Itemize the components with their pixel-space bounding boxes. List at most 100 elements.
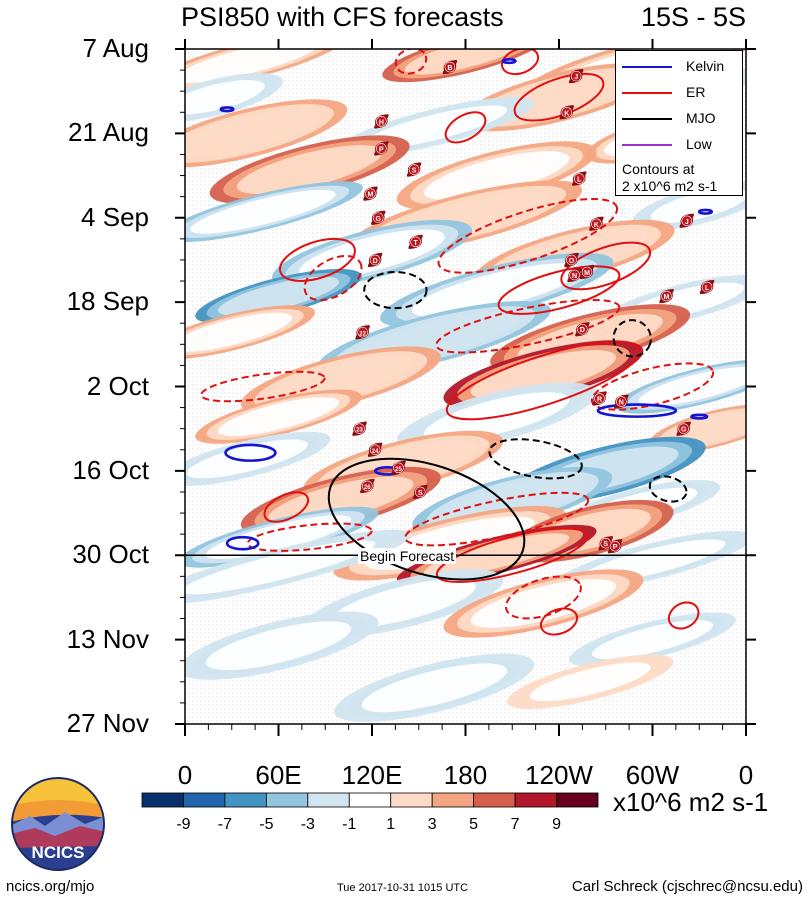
storm-dot xyxy=(393,462,404,474)
psi-band xyxy=(506,654,674,709)
psi-band xyxy=(195,389,362,444)
storm-label: S xyxy=(418,490,423,497)
x-tick-label: 0 xyxy=(177,760,193,790)
legend-swatch xyxy=(622,92,672,94)
storm-label: 22 xyxy=(359,331,366,337)
storm-dot xyxy=(369,444,381,456)
y-tick-label: 4 Sep xyxy=(81,201,149,232)
storm-dot xyxy=(661,290,672,302)
colorbar-swatch xyxy=(265,792,309,808)
psi-band xyxy=(185,529,412,605)
storm-dot xyxy=(561,106,573,118)
storm-label: M xyxy=(584,270,590,277)
x-tick-label: 60W xyxy=(625,760,680,790)
storm-label: H xyxy=(379,119,384,126)
storm-marker: L xyxy=(699,279,715,295)
colorbar-swatch xyxy=(348,792,392,808)
colorbar-label: 5 xyxy=(469,816,479,833)
logo-text: NCICS xyxy=(32,843,85,862)
colorbar-label: -7 xyxy=(217,816,233,833)
kelvin-contour xyxy=(225,535,260,551)
legend-item-kelvin: Kelvin xyxy=(616,57,744,77)
storm-dot xyxy=(372,212,384,224)
colorbar-label: 1 xyxy=(386,816,396,833)
colorbar-unit: x10^6 m2 s-1 xyxy=(613,787,769,817)
storm-dot xyxy=(577,323,588,335)
storm-marker: J xyxy=(679,213,695,228)
psi-cell xyxy=(423,151,570,200)
psi-cell xyxy=(268,356,414,405)
er-contour xyxy=(560,241,652,291)
storm-marker: D xyxy=(367,252,383,268)
colorbar-swatch xyxy=(514,792,557,808)
psi-cell xyxy=(185,540,376,595)
colorbar xyxy=(141,792,599,808)
storm-marker: M xyxy=(659,288,674,304)
x-tick-label: 60E xyxy=(255,760,302,790)
er-contour xyxy=(303,254,363,302)
psi-cell xyxy=(236,145,383,194)
storm-label: L xyxy=(577,177,582,184)
legend-note: Contours at 2 x10^6 m2 s-1 xyxy=(622,161,717,195)
storm-dot xyxy=(678,423,689,434)
colorbar-swatch xyxy=(431,792,475,808)
footer-site[interactable]: ncics.org/mjo xyxy=(6,878,95,895)
mjo-contour xyxy=(327,457,526,581)
storm-dot xyxy=(365,188,376,199)
psi-cell xyxy=(185,49,320,83)
psi-band xyxy=(615,359,746,414)
x-tick-label: 0 xyxy=(738,760,754,790)
x-tick-label: 120W xyxy=(525,760,593,790)
y-tick-label: 16 Oct xyxy=(72,454,149,485)
storm-marker: L xyxy=(571,171,587,186)
psi-cell xyxy=(185,312,293,352)
y-tick-label: 2 Oct xyxy=(86,370,149,401)
y-tick-label: 27 Nov xyxy=(66,708,149,738)
storm-marker: D xyxy=(575,322,590,337)
legend-swatch xyxy=(622,144,672,146)
er-contour xyxy=(539,607,579,636)
storm-dot xyxy=(591,218,602,230)
storm-dot xyxy=(376,116,387,127)
storm-dot xyxy=(681,215,693,227)
storm-dot xyxy=(362,480,373,492)
er-contour xyxy=(394,49,428,75)
storm-marker: R xyxy=(592,391,607,406)
legend-note-line2: 2 x10^6 m2 s-1 xyxy=(622,178,718,194)
storm-label: M xyxy=(664,294,670,301)
storm-dot xyxy=(408,164,420,175)
er-contour xyxy=(246,522,373,552)
kelvin-contour xyxy=(697,208,714,215)
storm-label: M xyxy=(368,192,374,199)
storm-marker: S xyxy=(406,162,422,177)
storm-dot xyxy=(569,269,580,281)
storm-dot xyxy=(701,281,713,293)
psi-band xyxy=(382,49,549,83)
colorbar-swatch xyxy=(224,792,267,808)
er-contour xyxy=(404,491,590,547)
er-contour xyxy=(437,197,619,274)
colorbar-swatch xyxy=(141,792,184,808)
storm-marker: 23 xyxy=(352,421,367,436)
storm-label: D xyxy=(373,258,378,265)
storm-marker: K xyxy=(589,216,604,231)
er-contour xyxy=(445,340,642,421)
er-contour xyxy=(435,298,621,354)
colorbar-label: -1 xyxy=(342,816,357,833)
storm-label: R xyxy=(597,397,602,404)
storm-marker: T xyxy=(408,234,423,250)
er-contour xyxy=(200,370,326,403)
mjo-contour xyxy=(488,438,583,480)
storm-marker: M xyxy=(363,186,378,201)
psi-band xyxy=(569,612,736,667)
legend-label: MJO xyxy=(686,110,716,126)
storm-marker: M xyxy=(579,264,595,280)
legend-item-mjo: MJO xyxy=(616,109,744,129)
legend-item-er: ER xyxy=(616,83,744,103)
legend-label: Kelvin xyxy=(686,58,725,74)
storm-label: 23 xyxy=(356,428,363,434)
ncics-logo: NCICS xyxy=(11,777,105,871)
legend-swatch xyxy=(622,118,672,120)
er-contour xyxy=(667,601,700,630)
colorbar-label: -3 xyxy=(300,816,315,833)
